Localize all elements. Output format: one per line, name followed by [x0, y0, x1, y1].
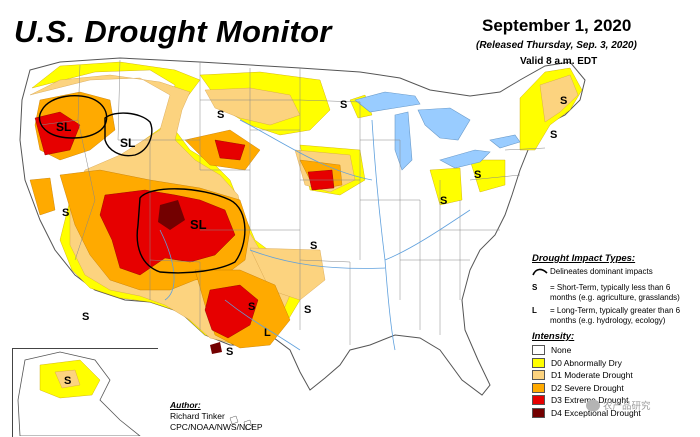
- intensity-label: D1 Moderate Drought: [551, 370, 633, 381]
- d3-extreme-drought-areas: [34, 111, 335, 339]
- author-label: Author:: [170, 400, 201, 410]
- watermark: 农产品研究: [586, 398, 651, 412]
- hawaii-inset: [229, 415, 253, 431]
- label-s-ohio: S: [440, 195, 447, 207]
- label-s-arizona: S: [82, 311, 89, 323]
- intensity-swatch: [532, 407, 545, 418]
- intensity-item-d0: D0 Abnormally Dry: [532, 357, 697, 370]
- author-block: Author: Richard Tinker CPC/NOAA/NWS/NCEP: [170, 400, 263, 433]
- intensity-item-d2: D2 Severe Drought: [532, 382, 697, 395]
- intensity-label: D2 Severe Drought: [551, 382, 624, 393]
- alaska-inset-frame: [12, 348, 158, 437]
- label-s-west-texas: S: [226, 346, 233, 358]
- intensity-label: D4 Exceptional Drought: [551, 407, 641, 418]
- valid-time: Valid 8 a.m. EDT: [520, 56, 598, 67]
- intensity-item-none: None: [532, 344, 697, 357]
- label-s-alaska: S: [64, 375, 71, 387]
- label-sl-idaho: SL: [120, 136, 135, 150]
- short-term-key: S: [532, 283, 538, 292]
- great-lakes: [354, 91, 521, 171]
- label-s-pennsylvania: S: [474, 169, 481, 181]
- map-title: U.S. Drought Monitor: [14, 14, 332, 49]
- intensity-swatch: [532, 382, 545, 393]
- intensity-item-d1: D1 Moderate Drought: [532, 369, 697, 382]
- author-name: Richard Tinker: [170, 411, 225, 421]
- label-s-new-mexico: S: [248, 301, 255, 313]
- long-term-text: = Long-Term, typically greater than 6 mo…: [550, 306, 681, 325]
- intensity-swatch: [532, 370, 545, 381]
- label-l-texas: L: [264, 327, 271, 339]
- label-s-nevada: S: [62, 207, 69, 219]
- release-note: (Released Thursday, Sep. 3, 2020): [476, 40, 637, 51]
- legend: Drought Impact Types: Delineates dominan…: [532, 254, 697, 419]
- d4-exceptional-drought-areas: [158, 200, 222, 354]
- label-s-maine: S: [560, 95, 567, 107]
- intensity-item-d4: D4 Exceptional Drought: [532, 407, 697, 420]
- legend-long-term-row: L = Long-Term, typically greater than 6 …: [532, 306, 697, 326]
- long-term-key: L: [532, 306, 537, 315]
- map-date: September 1, 2020: [482, 16, 632, 35]
- legend-short-term-row: S = Short-Term, typically less than 6 mo…: [532, 283, 697, 303]
- impact-line-icon: [532, 267, 550, 280]
- alaska-inset: S: [17, 351, 141, 436]
- label-sl-oregon: SL: [56, 120, 71, 134]
- short-term-text: = Short-Term, typically less than 6 mont…: [550, 283, 680, 302]
- state-boundaries: [39, 59, 546, 345]
- label-s-new-england: S: [550, 129, 557, 141]
- legend-delineates-row: Delineates dominant impacts: [532, 267, 697, 280]
- intensity-label: None: [551, 345, 572, 356]
- label-s-minnesota: S: [340, 99, 347, 111]
- wechat-icon: [586, 399, 600, 411]
- intensity-swatch: [532, 345, 545, 356]
- intensity-swatch: [532, 395, 545, 406]
- impact-types-heading: Drought Impact Types:: [532, 253, 636, 264]
- watermark-text: 农产品研究: [603, 401, 651, 412]
- rivers: [159, 119, 471, 351]
- intensity-label: D0 Abnormally Dry: [551, 357, 622, 368]
- label-s-montana: S: [217, 109, 224, 121]
- label-s-texas: S: [304, 304, 311, 316]
- author-org: CPC/NOAA/NWS/NCEP: [170, 422, 263, 432]
- label-s-kansas: S: [310, 240, 317, 252]
- impact-boundaries: [38, 95, 246, 274]
- intensity-swatch: [532, 357, 545, 368]
- label-sl-four-corners: SL: [190, 217, 207, 232]
- delineates-text: Delineates dominant impacts: [550, 267, 653, 276]
- intensity-heading: Intensity:: [532, 331, 575, 342]
